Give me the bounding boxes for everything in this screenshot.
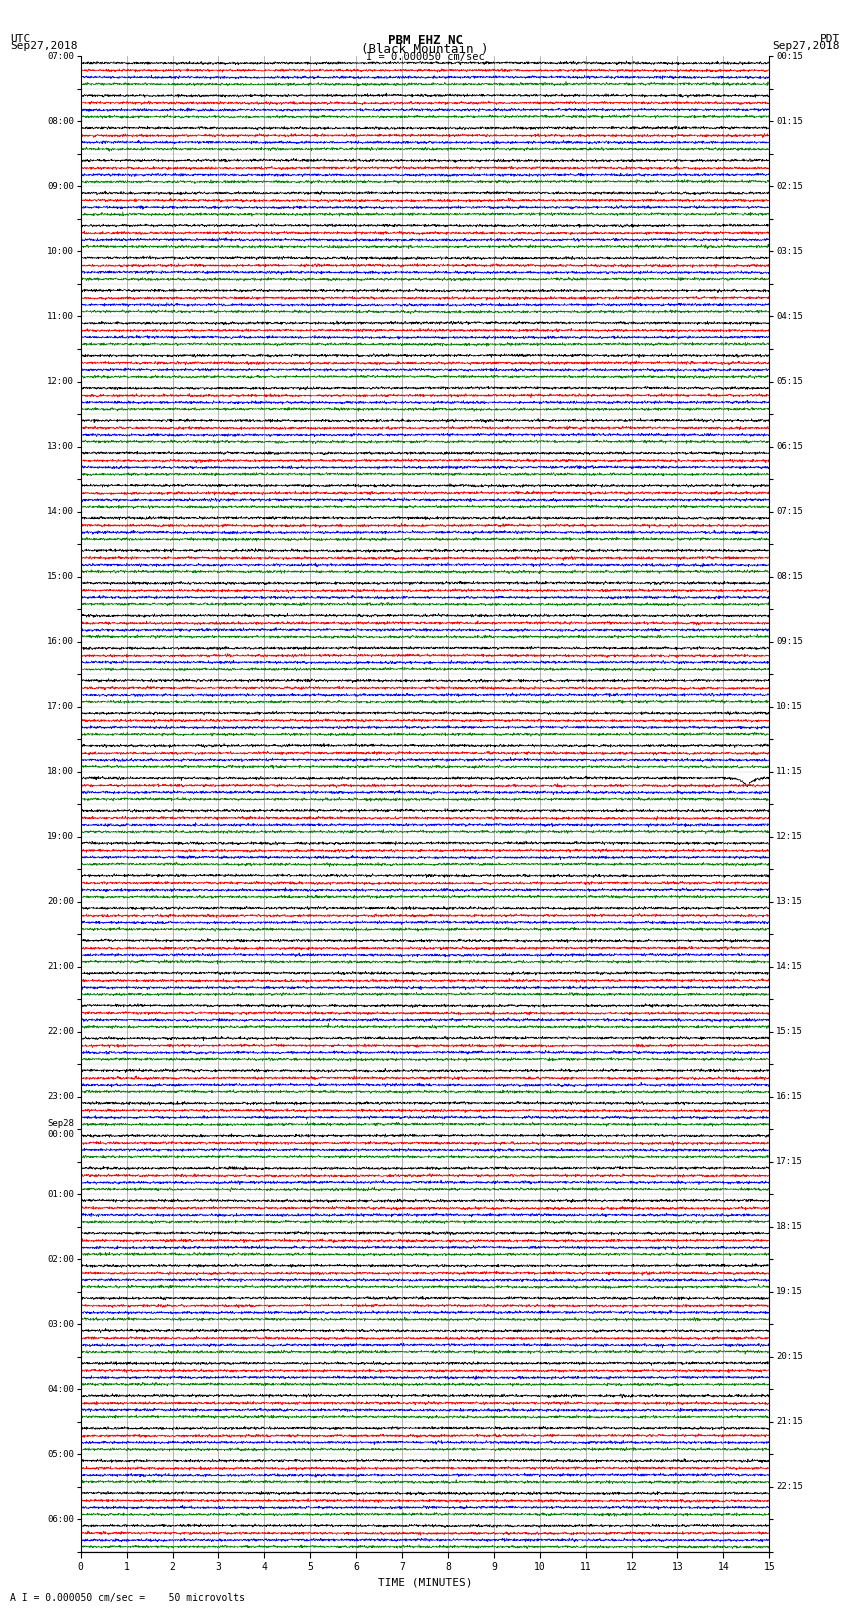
X-axis label: TIME (MINUTES): TIME (MINUTES) [377,1578,473,1587]
Text: A I = 0.000050 cm/sec =    50 microvolts: A I = 0.000050 cm/sec = 50 microvolts [10,1592,245,1603]
Text: I = 0.000050 cm/sec: I = 0.000050 cm/sec [366,52,484,61]
Text: UTC: UTC [10,34,31,44]
Text: (Black Mountain ): (Black Mountain ) [361,44,489,56]
Text: PDT: PDT [819,34,840,44]
Text: Sep27,2018: Sep27,2018 [773,40,840,52]
Text: PBM EHZ NC: PBM EHZ NC [388,34,462,47]
Text: Sep27,2018: Sep27,2018 [10,40,77,52]
